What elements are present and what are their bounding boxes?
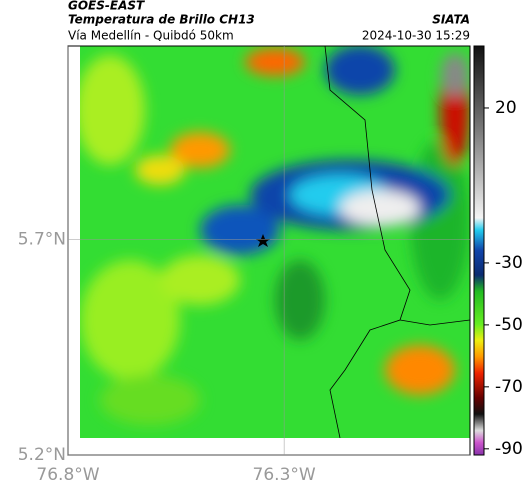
location-marker (256, 234, 270, 247)
colorbar-tick-label: -50 (495, 315, 523, 335)
source: SIATA (432, 13, 470, 27)
colorbar-tick-label: -30 (495, 253, 523, 273)
colorbar-tick-label: -90 (495, 439, 523, 459)
satellite-image (80, 46, 470, 438)
colorbar-tick-label: 20 (495, 98, 517, 118)
datetime: 2024-10-30 15:29 (362, 29, 470, 43)
x-tick-label: 76.3°W (253, 465, 316, 485)
subtitle: Temperatura de Brillo CH13 (68, 13, 255, 27)
x-tick-label: 76.8°W (36, 465, 99, 485)
region: Vía Medellín - Quibdó 50km (68, 29, 234, 43)
title: GOES-EAST (68, 0, 145, 13)
colorbar-tick-label: -70 (495, 377, 523, 397)
y-tick-label: 5.7°N (18, 230, 66, 250)
y-tick-label: 5.2°N (18, 445, 66, 465)
colorbar (473, 45, 485, 456)
